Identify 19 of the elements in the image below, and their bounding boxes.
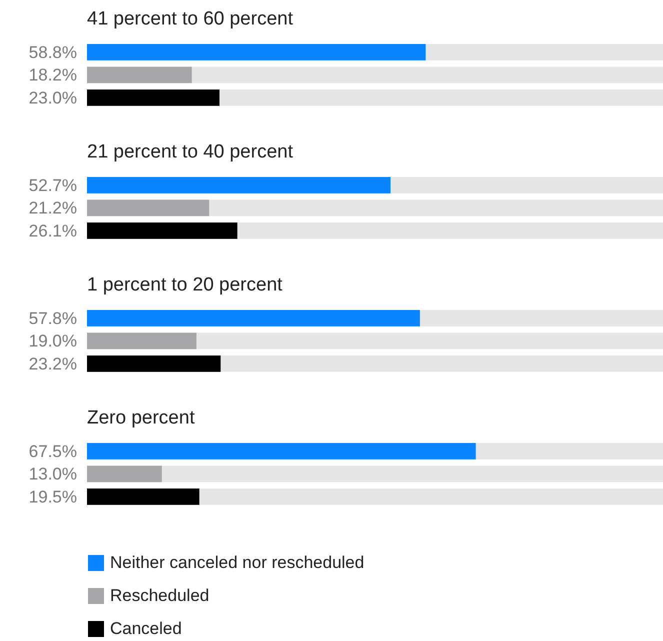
- chart-title: Zero percent: [87, 408, 196, 429]
- chart-title: 21 percent to 40 percent: [87, 142, 294, 163]
- data-label: 23.0%: [28, 88, 77, 108]
- data-label: 57.8%: [28, 308, 77, 328]
- data-label: 67.5%: [28, 442, 77, 461]
- data-label: 21.2%: [28, 198, 77, 218]
- data-label: 52.7%: [28, 176, 77, 195]
- chart-title: 41 percent to 60 percent: [87, 8, 294, 30]
- data-label: 18.2%: [28, 66, 77, 85]
- data-label: 58.8%: [28, 42, 77, 62]
- data-label: 23.2%: [28, 354, 77, 374]
- legend-label: Rescheduled: [110, 586, 210, 606]
- data-label: 13.0%: [28, 464, 77, 484]
- legend-label: Canceled: [110, 618, 182, 638]
- data-label: 19.0%: [28, 332, 77, 351]
- data-label: 19.5%: [28, 487, 77, 506]
- chart-title: 1 percent to 20 percent: [87, 274, 284, 296]
- legend-label: Neither canceled nor rescheduled: [110, 552, 364, 572]
- data-label: 26.1%: [28, 221, 77, 240]
